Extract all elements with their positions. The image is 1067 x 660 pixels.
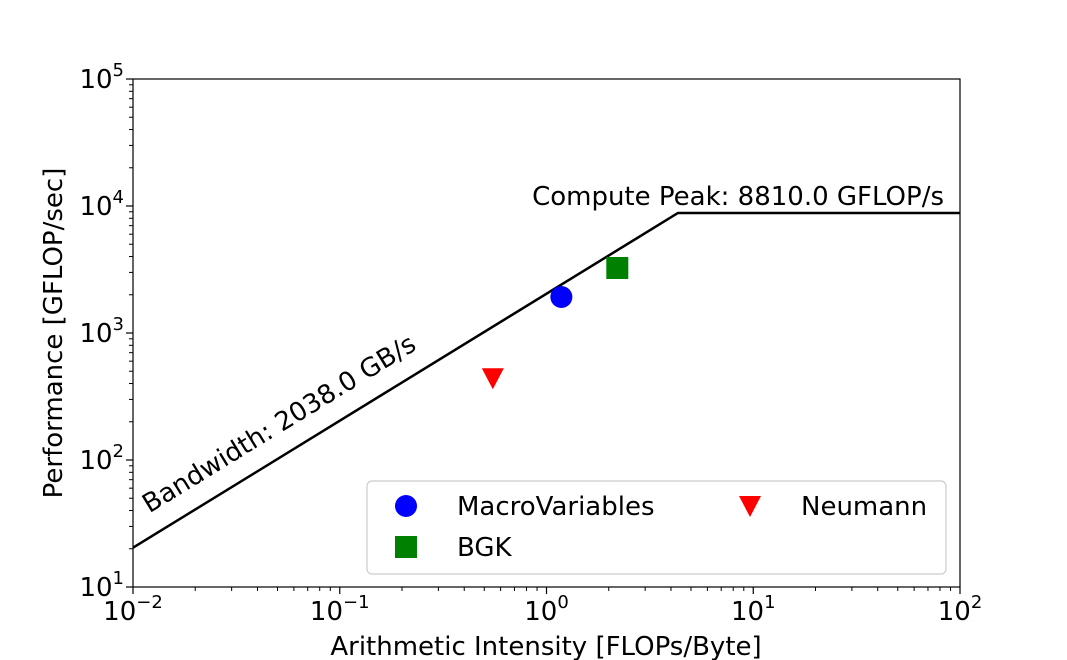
legend-marker-macrovariables: [395, 495, 417, 517]
legend: MacroVariables BGK Neumann: [366, 480, 947, 575]
x-tick-label: 100: [524, 592, 569, 627]
legend-marker-neumann: [739, 496, 761, 517]
data-point-neumann: [481, 368, 504, 390]
y-tick-label: 104: [79, 187, 124, 222]
y-tick-label: 102: [79, 441, 124, 476]
x-tick-label: 102: [938, 592, 983, 627]
x-tick-label: 10−2: [103, 592, 163, 627]
legend-frame: [366, 480, 947, 575]
y-tick-label: 101: [79, 568, 124, 603]
data-point-macrovariables: [550, 286, 573, 309]
data-point-bgk: [606, 256, 629, 279]
y-axis-label: Performance [GFLOP/sec]: [39, 168, 69, 499]
y-tick-label: 105: [79, 60, 124, 95]
x-tick-label: 101: [731, 592, 776, 627]
legend-label: BGK: [457, 533, 513, 563]
x-axis-label: Arithmetic Intensity [FLOPs/Byte]: [330, 632, 761, 660]
roofline: [132, 211, 960, 549]
x-tick-label: 10−1: [310, 592, 370, 627]
legend-marker-bgk: [395, 536, 417, 558]
y-tick-label: 103: [79, 314, 124, 349]
legend-label: MacroVariables: [457, 492, 655, 522]
legend-label: Neumann: [801, 492, 927, 522]
compute-peak-label: Compute Peak: 8810.0 GFLOP/s: [532, 182, 944, 212]
